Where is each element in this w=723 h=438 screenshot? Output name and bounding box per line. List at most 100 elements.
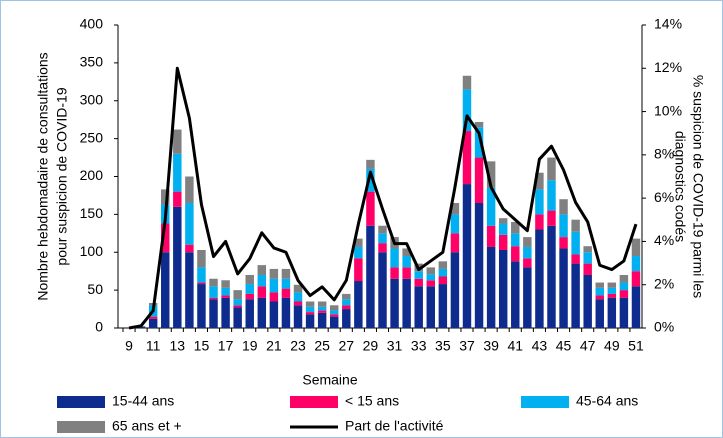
x-tick-label: 39	[483, 338, 499, 354]
bar-segment	[245, 274, 254, 285]
bar-segment	[305, 312, 315, 315]
bar-segment	[342, 309, 351, 328]
bar-segment	[366, 168, 375, 192]
bar-segment	[233, 307, 242, 328]
bar-segment	[414, 278, 423, 287]
x-tick-label: 11	[146, 338, 161, 354]
bar-segment	[486, 161, 496, 188]
bar-segment	[571, 231, 580, 255]
bar-segment	[571, 254, 580, 264]
y2-tick-label: 12%	[654, 59, 682, 75]
bar-segment	[619, 290, 629, 298]
bar-segment	[354, 246, 363, 259]
y-tick-label: 250	[80, 129, 104, 145]
bar-segment	[438, 276, 448, 285]
bar-segment	[269, 301, 279, 328]
bar-segment	[185, 252, 194, 328]
bar-segment	[329, 314, 339, 317]
y2-axis-title: diagnostics codés	[672, 131, 688, 242]
bar-segment	[619, 282, 629, 291]
bar-segment	[523, 237, 532, 247]
bar-segment	[450, 214, 460, 234]
y2-tick-label: 14%	[654, 16, 682, 32]
bar-segment	[281, 297, 291, 328]
bar-segment	[571, 219, 580, 232]
y-tick-label: 150	[80, 205, 104, 221]
bar-segment	[366, 191, 375, 226]
bar-segment	[474, 203, 484, 328]
x-tick-label: 23	[290, 338, 306, 354]
legend-label: Part de l'activité	[345, 418, 444, 434]
bar-segment	[414, 286, 423, 328]
legend-marker	[57, 421, 105, 433]
bar-segment	[221, 297, 230, 328]
bar-segment	[185, 176, 194, 204]
x-tick-label: 35	[435, 338, 451, 354]
bar-segment	[185, 244, 194, 253]
bar-segment	[523, 267, 532, 328]
bar-segment	[209, 299, 218, 328]
y2-tick-label: 6%	[654, 189, 674, 205]
bar-segment	[402, 256, 411, 268]
x-tick-label: 45	[556, 338, 572, 354]
y-tick-label: 100	[80, 243, 104, 259]
bar-segment	[619, 297, 629, 328]
bar-segment	[221, 280, 230, 288]
bar-segment	[329, 310, 339, 315]
bar-segment	[474, 157, 484, 204]
bar-segment	[305, 314, 315, 328]
bar-segment	[317, 306, 327, 311]
bar-segment	[523, 246, 532, 259]
line	[128, 66, 638, 330]
x-tick-label: 17	[218, 338, 234, 354]
bar-segment	[498, 249, 508, 328]
x-tick-label: 33	[411, 338, 427, 354]
bar-segment	[148, 318, 158, 328]
bar-segment	[378, 233, 387, 244]
bar-segment	[329, 305, 339, 311]
bar-segment	[438, 268, 448, 277]
bar-segment	[209, 278, 218, 287]
bar-segment	[414, 271, 423, 279]
y2-tick-label: 2%	[654, 275, 674, 291]
y2-tick-label: 4%	[654, 232, 674, 248]
x-tick-label: 47	[580, 338, 596, 354]
bar-segment	[535, 229, 544, 328]
legend-label: < 15 ans	[345, 393, 399, 409]
bar-segment	[583, 263, 592, 275]
bar-segment	[221, 287, 230, 296]
bar-segment	[607, 287, 617, 294]
x-tick-label: 27	[339, 338, 355, 354]
bar-segment	[354, 281, 363, 328]
bar-segment	[498, 234, 508, 250]
bar-segment	[535, 172, 544, 190]
bar-segment	[450, 233, 460, 253]
bar-segment	[317, 312, 327, 328]
bar-segment	[559, 199, 568, 215]
bar-segment	[281, 268, 291, 279]
y-tick-label: 300	[80, 91, 104, 107]
bar-segment	[595, 282, 604, 288]
bar-segment	[209, 297, 218, 300]
bar-segment	[583, 274, 592, 328]
bar-segment	[329, 316, 339, 328]
bar-segment	[221, 295, 230, 298]
bar-segment	[426, 267, 436, 275]
bar-segment	[462, 75, 472, 90]
bar-segment	[511, 261, 520, 328]
bar-segment	[269, 278, 279, 293]
y-tick-label: 350	[80, 54, 104, 70]
bar-segment	[450, 203, 460, 215]
bar-segment	[619, 274, 629, 283]
bar-segment	[185, 203, 194, 245]
bar-segment	[547, 157, 556, 181]
bar-segment	[281, 278, 291, 289]
x-tick-label: 19	[242, 338, 258, 354]
bar-segment	[245, 299, 254, 328]
x-tick-label: 49	[604, 338, 620, 354]
bar-segment	[498, 218, 508, 224]
bar-segment	[233, 299, 242, 306]
bar-segment	[547, 180, 556, 211]
